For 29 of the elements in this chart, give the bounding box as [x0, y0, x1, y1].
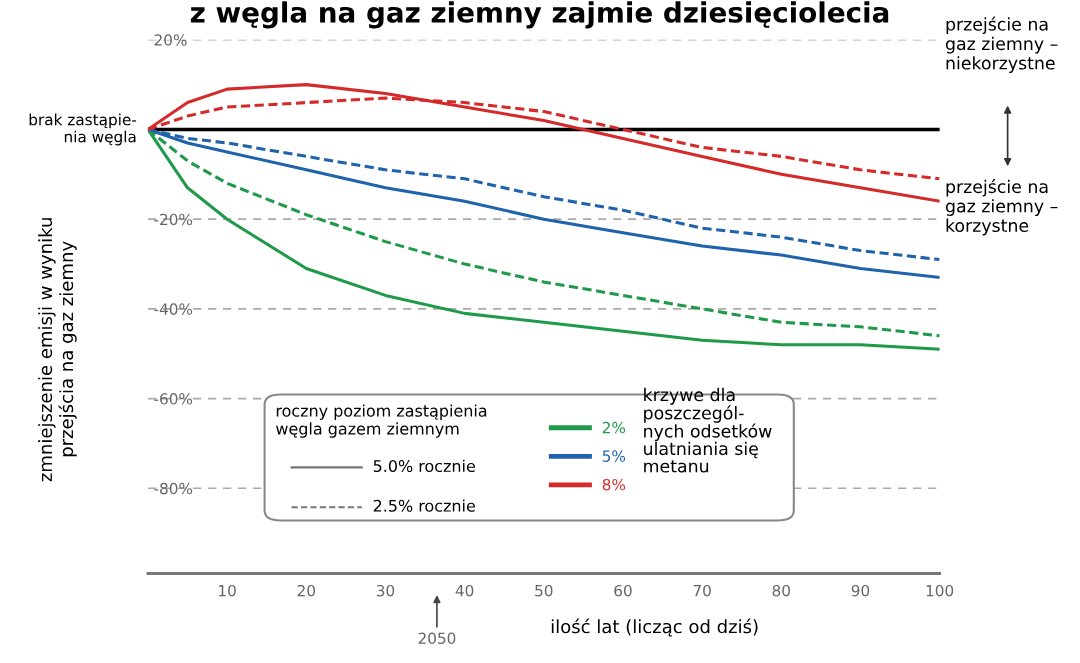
legend-label: 8%	[602, 478, 626, 491]
legend-label: 2%	[602, 421, 626, 434]
y-tick-label: -20%	[154, 213, 193, 226]
legend-label: 5%	[602, 450, 626, 462]
text: 2050	[418, 632, 456, 645]
x-tick-label: 30	[376, 584, 395, 597]
x-tick-label: 70	[693, 584, 711, 597]
annotation: krzywe dla poszczegól- nych odsetków ulatniania się metanu	[644, 387, 772, 473]
x-tick-label: 10	[219, 584, 236, 597]
x-tick-label: 50	[535, 584, 553, 597]
x-axis-title: ilość lat (licząc od dziś)	[551, 618, 758, 637]
text: przejście na gaz ziemny – korzystne	[945, 179, 1058, 236]
y-tick-label: -40%	[154, 303, 193, 315]
y-tick-label: -80%	[154, 482, 193, 495]
x-tick-label: 40	[455, 584, 474, 597]
chart-title: z węgla na gaz ziemny zajmie dziesięciolecia	[190, 1, 889, 29]
x-tick-label: 80	[772, 584, 790, 597]
y-axis-title: zmniejszenie emisji w wyniku przejścia na gaz ziemny	[38, 218, 77, 482]
ref-line-label: brak zastąpie- nia węgla	[29, 113, 137, 146]
x-tick-label: 20	[297, 584, 315, 597]
text: przejście na gaz ziemny – niekorzystne	[945, 16, 1058, 73]
annotation: roczny poziom zastąpienia węgla gazem ziemnym	[276, 404, 487, 438]
x-tick-label: 60	[614, 584, 632, 597]
y-tick-label: -60%	[154, 393, 193, 405]
annotation: 5.0% rocznie	[373, 459, 475, 473]
x-tick-label: 100	[926, 584, 954, 597]
x-tick-label: 90	[851, 584, 870, 597]
annotation: 2.5% rocznie	[373, 499, 475, 512]
y-tick-label: 20%	[154, 34, 187, 46]
